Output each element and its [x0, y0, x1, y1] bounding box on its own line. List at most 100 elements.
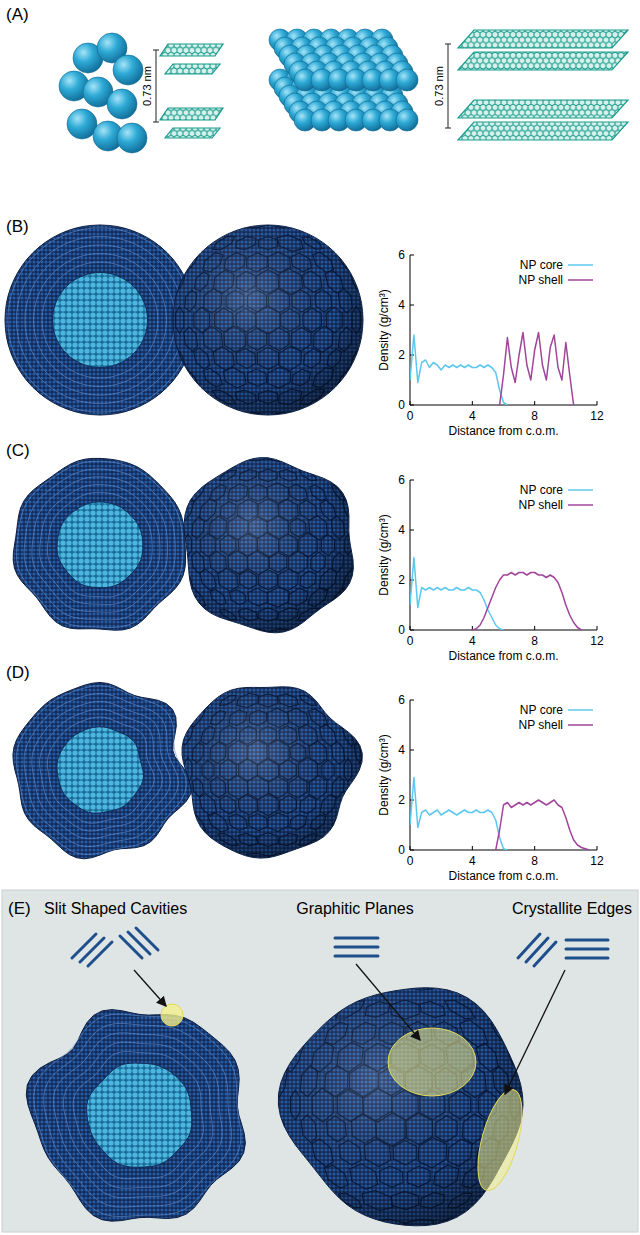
crystallite — [165, 290, 172, 311]
y-axis-title: Density (g/cm³) — [377, 734, 391, 815]
graphene-sheet — [165, 128, 220, 138]
y-tick — [410, 305, 414, 306]
sphere — [67, 109, 97, 139]
legend-label: NP shell — [519, 273, 563, 287]
glyph-line — [566, 948, 608, 951]
glyph-line — [88, 942, 112, 966]
x-tick — [534, 626, 535, 630]
graphitic-layer — [8, 228, 192, 412]
crystallite — [249, 680, 267, 686]
y-tick — [410, 480, 414, 481]
crystallite — [174, 775, 182, 800]
graphene-sheet-bg — [458, 30, 628, 48]
graphene-sheet-bg — [458, 122, 628, 140]
x-axis-title: Distance from c.o.m. — [448, 649, 558, 663]
x-tick — [472, 846, 473, 850]
crystallite — [287, 454, 308, 462]
feature-label: Graphitic Planes — [296, 900, 413, 917]
graphene-sheet — [458, 52, 628, 70]
graphene-sheet — [160, 44, 223, 56]
legend-key — [568, 279, 593, 281]
density-plot: 024604812Density (g/cm³)Distance from c.… — [377, 693, 604, 883]
scale-label: 0.73 nm — [141, 66, 153, 106]
sphere-render — [174, 454, 362, 637]
panel-letter: (A) — [6, 5, 29, 24]
y-tick-label: 2 — [398, 348, 405, 362]
glyph-line — [128, 932, 150, 954]
outline — [184, 458, 353, 633]
glyph-line — [518, 934, 540, 958]
x-axis-title: Distance from c.o.m. — [448, 869, 558, 883]
crystallite — [227, 628, 249, 637]
graphitic-layer — [73, 1052, 203, 1179]
graphene-sheet-bg — [165, 64, 220, 74]
plot-marks — [410, 778, 589, 851]
sphere-render — [276, 980, 534, 1231]
x-tick-label: 0 — [407, 634, 414, 648]
graphene-sheet-bg — [165, 128, 220, 138]
graphene-sheet-bg — [160, 108, 223, 120]
feature-label: Slit Shaped Cavities — [44, 900, 187, 917]
sphere — [113, 55, 143, 85]
crystallite — [311, 1192, 334, 1210]
scale-label: 0.73 nm — [433, 66, 445, 106]
graphitic-layer — [40, 485, 160, 605]
x-tick — [410, 626, 411, 630]
sphere — [396, 69, 418, 91]
sphere-render — [164, 219, 371, 421]
glyph-line — [566, 957, 608, 960]
graphitic-layer — [40, 709, 163, 831]
x-tick — [472, 401, 473, 405]
crystallite — [222, 219, 247, 229]
x-tick — [410, 401, 411, 405]
y-tick-label: 6 — [398, 693, 405, 707]
crystallite — [351, 980, 378, 991]
graphitic-layer — [16, 461, 183, 627]
sphere-render — [174, 679, 362, 861]
legend-label: NP shell — [519, 718, 563, 732]
x-tick-label: 0 — [407, 854, 414, 868]
glyph-line — [335, 946, 378, 949]
panel-letter: (C) — [6, 441, 30, 460]
crystallite — [291, 220, 311, 228]
y-axis — [410, 700, 411, 850]
y-tick-label: 2 — [398, 793, 405, 807]
series-line — [410, 335, 507, 405]
y-tick-label: 2 — [398, 573, 405, 587]
arrow — [505, 970, 565, 1094]
glyph-line — [120, 936, 142, 958]
y-axis-title: Density (g/cm³) — [377, 514, 391, 595]
arrow — [356, 964, 420, 1040]
legend-label: NP core — [520, 703, 563, 717]
y-tick-label: 6 — [398, 248, 405, 262]
graphitic-layer — [16, 686, 186, 855]
y-tick — [410, 405, 414, 406]
y-tick-label: 4 — [398, 298, 405, 312]
graphitic-layer — [32, 477, 168, 612]
crystallite — [224, 412, 246, 421]
crystallite — [354, 551, 362, 574]
crystallite — [287, 679, 309, 688]
x-tick-label: 4 — [469, 634, 476, 648]
y-axis-title: Density (g/cm³) — [377, 289, 391, 370]
x-tick-label: 12 — [590, 854, 604, 868]
graphitic-layer — [16, 236, 183, 403]
density-plot: 024604812Density (g/cm³)Distance from c.… — [377, 248, 604, 438]
cross-section-render — [13, 458, 185, 630]
shell-section — [13, 458, 185, 630]
x-tick-label: 8 — [531, 409, 538, 423]
shading — [182, 687, 362, 858]
graphene-sheet — [458, 100, 628, 118]
scale-bar-end — [153, 122, 159, 123]
graphene-sheet — [458, 122, 628, 140]
core-section — [57, 502, 143, 588]
y-tick-label: 0 — [398, 843, 405, 857]
outline — [173, 225, 363, 415]
figure: (A)(B)(C)(D)0.73 nm0.73 nm024604812Densi… — [0, 0, 640, 1235]
core-section — [53, 273, 148, 368]
crystallite — [364, 290, 371, 311]
highlight-edges — [469, 1085, 531, 1195]
sphere — [117, 123, 147, 153]
graphitic-layer — [24, 469, 175, 620]
legend-label: NP shell — [519, 498, 563, 512]
